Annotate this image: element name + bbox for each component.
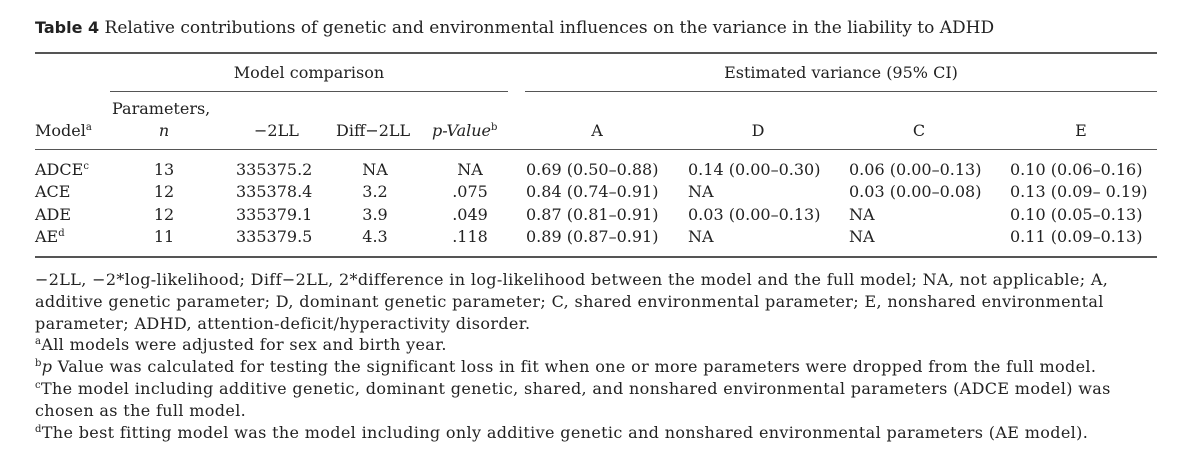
table-cell-n: 13 <box>153 160 175 179</box>
table-cell-neg2ll: 335375.2 <box>236 160 313 179</box>
table-cell-d: 0.14 (0.00–0.30) <box>688 160 821 179</box>
footnote-c: cThe model including additive genetic, d… <box>35 378 1111 398</box>
table-cell-d: NA <box>688 182 714 201</box>
col-header-n: n <box>158 121 170 140</box>
footnote-abbreviations: −2LL, −2*log-likelihood; Diff−2LL, 2*dif… <box>35 270 1109 289</box>
table-row-model: ADCEc <box>35 160 89 179</box>
table-cell-n: 12 <box>153 182 175 201</box>
top-rule <box>35 52 1157 54</box>
table-cell-e: 0.10 (0.06–0.16) <box>1010 160 1143 179</box>
col-header-pvalue: p-Valueb <box>432 121 498 140</box>
col-header-model: Modela <box>35 121 92 140</box>
footnote-abbreviations: parameter; ADHD, attention-deficit/hyper… <box>35 313 531 333</box>
col-header-d: D <box>751 121 765 140</box>
group-rule-estimated-variance <box>525 91 1157 92</box>
table-cell-d: 0.03 (0.00–0.13) <box>688 205 821 224</box>
table-label: Table 4 <box>35 18 100 37</box>
table-cell-p: .075 <box>452 182 488 201</box>
col-header-diff2ll: Diff−2LL <box>336 121 411 140</box>
table-cell-n: 12 <box>153 205 175 224</box>
table-cell-diff: 3.2 <box>362 182 388 201</box>
table-cell-c: NA <box>849 205 875 224</box>
table-cell-a: 0.69 (0.50–0.88) <box>526 160 659 179</box>
table-cell-diff: NA <box>362 160 388 179</box>
group-rule-model-comparison <box>110 91 508 92</box>
group-header-estimated-variance: Estimated variance (95% CI) <box>724 63 958 82</box>
table-cell-p: .118 <box>452 227 488 246</box>
table-cell-e: 0.11 (0.09–0.13) <box>1010 227 1143 246</box>
table-cell-neg2ll: 335379.1 <box>236 205 313 224</box>
table-cell-e: 0.10 (0.05–0.13) <box>1010 205 1143 224</box>
header-rule <box>35 149 1157 150</box>
table-cell-a: 0.84 (0.74–0.91) <box>526 182 659 201</box>
col-header-neg2ll: −2LL <box>254 121 299 140</box>
table-cell-neg2ll: 335379.5 <box>236 227 313 246</box>
table-cell-n: 11 <box>153 227 175 246</box>
table-caption: Table 4 Relative contributions of geneti… <box>35 18 994 38</box>
table-cell-e: 0.13 (0.09– 0.19) <box>1010 182 1148 201</box>
footnote-abbreviations: additive genetic parameter; D, dominant … <box>35 291 1104 311</box>
table-cell-diff: 3.9 <box>362 205 388 224</box>
col-header-c: C <box>912 121 926 140</box>
table-footnotes: −2LL, −2*log-likelihood; Diff−2LL, 2*dif… <box>35 269 1160 443</box>
footnote-d: dThe best fitting model was the model in… <box>35 422 1089 442</box>
table-cell-neg2ll: 335378.4 <box>236 182 313 201</box>
group-header-model-comparison: Model comparison <box>233 63 385 82</box>
col-header-e: E <box>1075 121 1087 140</box>
footnote-c: chosen as the full model. <box>35 400 247 420</box>
table-cell-a: 0.87 (0.81–0.91) <box>526 205 659 224</box>
table-row-model: ACE <box>35 182 71 201</box>
table-row-model: ADE <box>35 205 72 224</box>
footnote-a: aAll models were adjusted for sex and bi… <box>35 335 447 355</box>
table-cell-p: .049 <box>452 205 488 224</box>
footnote-b: bp Value was calculated for testing the … <box>35 357 1097 377</box>
col-header-a: A <box>591 121 603 140</box>
table-cell-c: 0.03 (0.00–0.08) <box>849 182 982 201</box>
table-cell-p: NA <box>457 160 483 179</box>
table-cell-c: NA <box>849 227 875 246</box>
table-cell-c: 0.06 (0.00–0.13) <box>849 160 982 179</box>
bottom-rule <box>35 256 1157 258</box>
table-cell-d: NA <box>688 227 714 246</box>
table-row-model: AEd <box>35 227 65 246</box>
col-header-parameters: Parameters, <box>112 99 211 118</box>
table-cell-a: 0.89 (0.87–0.91) <box>526 227 659 246</box>
table-title: Relative contributions of genetic and en… <box>104 18 995 38</box>
table-cell-diff: 4.3 <box>362 227 388 246</box>
